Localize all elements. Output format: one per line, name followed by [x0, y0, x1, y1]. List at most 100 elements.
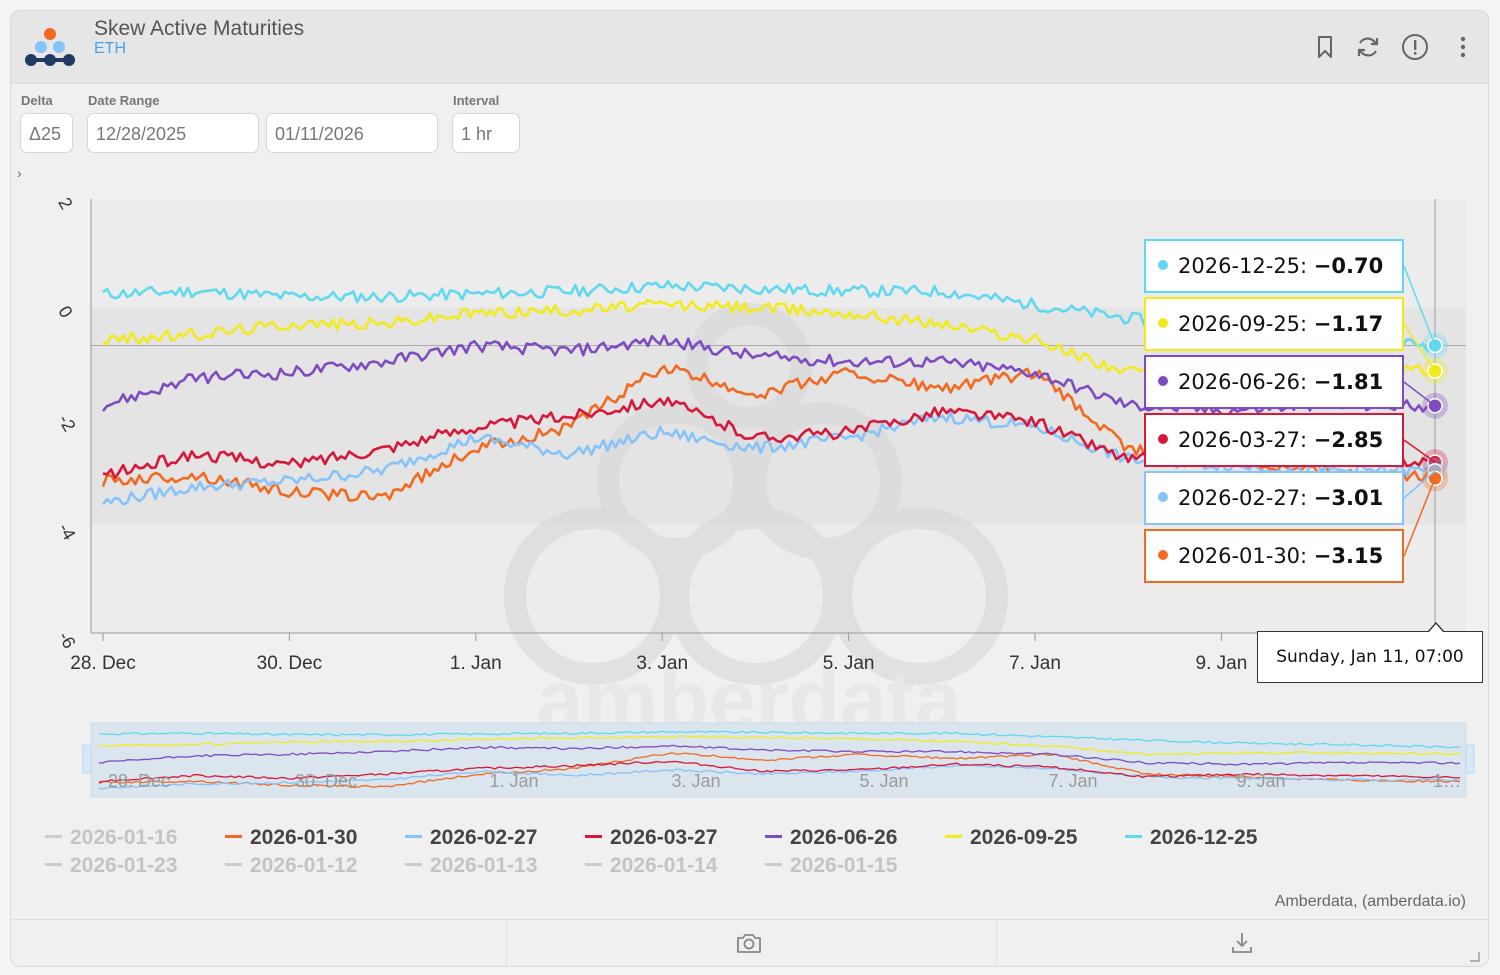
interval-label: Interval	[453, 93, 500, 108]
tooltip-dot	[1158, 550, 1168, 560]
tooltip-dot	[1158, 318, 1168, 328]
legend-swatch	[225, 834, 242, 838]
tooltip-value: −1.81	[1313, 370, 1384, 394]
legend-item-2026-02-27[interactable]: 2026-02-27	[405, 826, 537, 850]
navigator-line-2026-02-27	[98, 764, 1461, 790]
legend-label: 2026-01-14	[610, 854, 718, 877]
info-icon[interactable]	[1401, 33, 1429, 61]
tooltip-label: 2026-02-27:	[1178, 486, 1314, 510]
legend-label: 2026-01-23	[70, 854, 178, 877]
tooltip-value: −0.70	[1313, 254, 1384, 278]
legend-swatch	[765, 834, 782, 838]
x-tick-label: 5. Jan	[823, 653, 875, 674]
series-line-2026-06-26[interactable]	[101, 334, 1436, 417]
tooltip-connector	[1403, 439, 1436, 463]
tooltip-dot	[1158, 376, 1168, 386]
navigator-tick-label: 7. Jan	[1048, 771, 1097, 791]
page-title: Skew Active Maturities	[94, 17, 305, 40]
legend-item-2026-12-25[interactable]: 2026-12-25	[1125, 826, 1257, 850]
navigator-line-2026-12-25	[98, 730, 1461, 749]
start-date-input[interactable]: 12/28/2025	[87, 113, 259, 153]
credit-text: Amberdata, (amberdata.io)	[1274, 893, 1466, 910]
tooltip-row: 2026-01-30: −3.15	[1144, 529, 1404, 583]
end-date-input[interactable]: 01/11/2026	[266, 113, 438, 153]
tooltip-label: 2026-03-27:	[1178, 428, 1314, 452]
delta-label: Delta	[21, 93, 53, 108]
more-icon[interactable]	[1449, 33, 1477, 61]
asset-subtitle: ETH	[94, 40, 126, 57]
navigator-handle-right[interactable]	[1465, 744, 1475, 774]
date-tooltip: Sunday, Jan 11, 07:00	[1257, 631, 1483, 683]
legend-item-2026-01-23[interactable]: 2026-01-23	[45, 854, 177, 878]
x-tick-label: 1. Jan	[450, 653, 502, 674]
tooltip-row: 2026-12-25: −0.70	[1144, 239, 1404, 293]
download-icon[interactable]	[1229, 930, 1255, 956]
legend-label: 2026-01-15	[790, 854, 898, 877]
legend-swatch	[585, 834, 602, 838]
y-tick-label: -2	[54, 411, 79, 435]
navigator-line-2026-06-26	[98, 744, 1461, 766]
legend-label: 2026-01-12	[250, 854, 358, 877]
tooltip-row: 2026-02-27: −3.01	[1144, 471, 1404, 525]
legend-label: 2026-01-13	[430, 854, 538, 877]
legend-item-2026-01-13[interactable]: 2026-01-13	[405, 854, 537, 878]
camera-icon[interactable]	[735, 931, 763, 955]
legend-swatch	[405, 834, 422, 838]
navigator-tick-label: 1…	[1433, 771, 1461, 791]
navigator-line-2026-09-25	[98, 735, 1461, 756]
legend-item-2026-09-25[interactable]: 2026-09-25	[945, 826, 1077, 850]
amberdata-logo	[25, 28, 75, 66]
tooltip-value: −3.01	[1313, 486, 1384, 510]
navigator-tick-label: 5. Jan	[859, 771, 908, 791]
y-tick-label: -4	[54, 520, 79, 544]
tooltip-row: 2026-09-25: −1.17	[1144, 297, 1404, 351]
date-tooltip-arrow-fill	[1429, 624, 1443, 632]
tooltip-row: 2026-06-26: −1.81	[1144, 355, 1404, 409]
navigator-tick-label: 28. Dec	[108, 771, 170, 791]
legend-item-2026-01-15[interactable]: 2026-01-15	[765, 854, 897, 878]
legend-item-2026-03-27[interactable]: 2026-03-27	[585, 826, 717, 850]
navigator-tick-label: 30. Dec	[295, 771, 357, 791]
tooltip-value: −1.17	[1313, 312, 1384, 336]
tooltip-dot	[1158, 260, 1168, 270]
legend-label: 2026-02-27	[430, 826, 538, 849]
legend-item-2026-01-12[interactable]: 2026-01-12	[225, 854, 357, 878]
card-footer	[11, 919, 1488, 966]
chart-card: Skew Active Maturities ETH Delta Δ25 Dat…	[10, 10, 1489, 967]
tooltip-connector	[1403, 381, 1436, 407]
legend-label: 2026-01-16	[70, 826, 178, 849]
legend-label: 2026-09-25	[970, 826, 1078, 849]
y-tick-label: 2	[54, 194, 76, 213]
legend-swatch	[585, 862, 602, 866]
legend-swatch	[765, 862, 782, 866]
bookmark-icon[interactable]	[1311, 33, 1339, 61]
tooltip-value: −2.85	[1313, 428, 1384, 452]
series-line-2026-02-27[interactable]	[101, 411, 1436, 506]
legend-swatch	[945, 834, 962, 838]
card-header: Skew Active Maturities ETH	[11, 11, 1488, 84]
navigator-handle-left[interactable]	[82, 744, 92, 774]
legend-swatch	[1125, 834, 1142, 838]
tooltip-dot	[1158, 434, 1168, 444]
tooltip-connector	[1403, 478, 1436, 557]
legend-swatch	[225, 862, 242, 866]
interval-select[interactable]: 1 hr	[452, 113, 520, 153]
tooltip-connector	[1403, 323, 1436, 372]
y-tick-label: -6	[54, 628, 79, 652]
legend-item-2026-01-16[interactable]: 2026-01-16	[45, 826, 177, 850]
tooltip-label: 2026-06-26:	[1178, 370, 1314, 394]
x-tick-label: 3. Jan	[636, 653, 688, 674]
legend-label: 2026-03-27	[610, 826, 718, 849]
legend-item-2026-06-26[interactable]: 2026-06-26	[765, 826, 897, 850]
resize-handle-icon[interactable]	[1468, 950, 1480, 962]
delta-select[interactable]: Δ25	[20, 113, 73, 153]
chevron-right-icon[interactable]: ›	[17, 165, 22, 181]
x-tick-label: 7. Jan	[1009, 653, 1061, 674]
tooltip-label: 2026-01-30:	[1178, 544, 1314, 568]
legend-item-2026-01-14[interactable]: 2026-01-14	[585, 854, 717, 878]
x-tick-label: 30. Dec	[257, 653, 322, 674]
tooltip-connector	[1403, 265, 1436, 346]
legend-item-2026-01-30[interactable]: 2026-01-30	[225, 826, 357, 850]
legend-swatch	[45, 834, 62, 838]
refresh-icon[interactable]	[1354, 33, 1382, 61]
